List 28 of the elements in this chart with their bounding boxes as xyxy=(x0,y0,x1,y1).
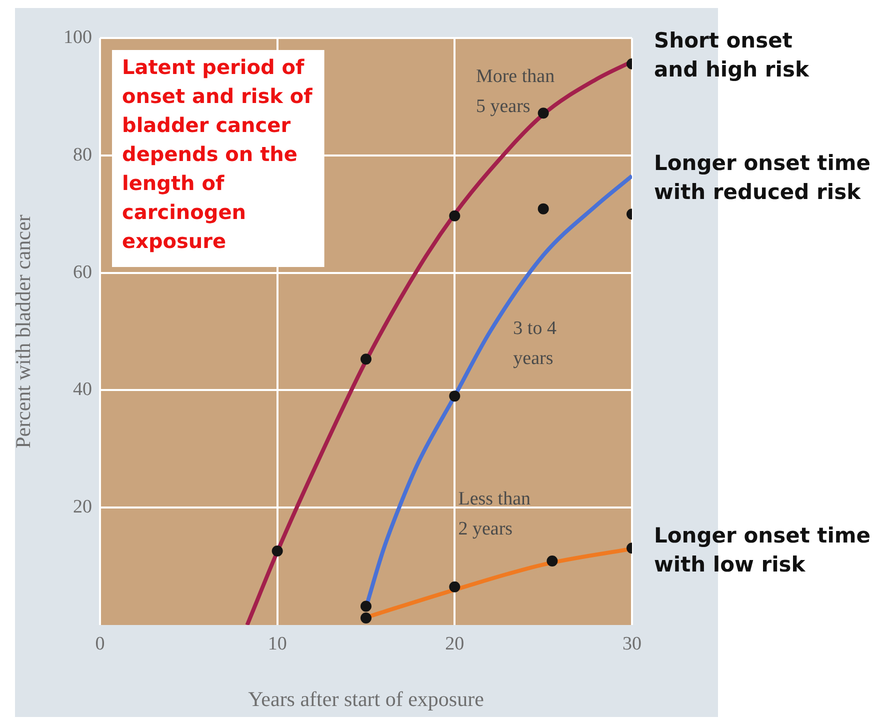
x-tick-label: 30 xyxy=(622,633,642,654)
point xyxy=(538,108,549,119)
series-label: More than 5 years xyxy=(476,66,556,117)
text: Longer onset time with reduced risk xyxy=(654,150,871,204)
y-tick-label: 40 xyxy=(73,379,92,400)
point xyxy=(449,210,460,222)
point xyxy=(546,556,558,567)
point xyxy=(538,203,549,214)
annotation: Latent period of onset and risk of bladder cancer depends on the length of carcinogen exposure xyxy=(122,55,313,254)
point xyxy=(272,546,283,557)
series-label: Less than 2 years xyxy=(458,488,531,540)
y-axis-title: Percent with bladder cancer xyxy=(11,214,36,448)
text: Longer onset time with low risk xyxy=(654,524,871,577)
x-tick-label: 0 xyxy=(95,633,105,654)
y-tick-label: 60 xyxy=(73,262,92,283)
y-tick-label: 100 xyxy=(64,26,92,48)
y-tick-label: 80 xyxy=(73,144,92,166)
text: Short onset and high risk xyxy=(654,28,810,82)
point xyxy=(360,612,372,624)
x-axis-title: Years after start of exposure xyxy=(248,686,484,711)
point xyxy=(449,390,460,402)
point xyxy=(449,581,460,592)
point xyxy=(360,354,372,365)
x-tick-label: 10 xyxy=(268,633,287,654)
y-tick-label: 20 xyxy=(73,496,92,518)
x-tick-label: 20 xyxy=(445,633,464,654)
series-label: 3 to 4 years xyxy=(513,318,557,370)
point xyxy=(360,600,372,612)
